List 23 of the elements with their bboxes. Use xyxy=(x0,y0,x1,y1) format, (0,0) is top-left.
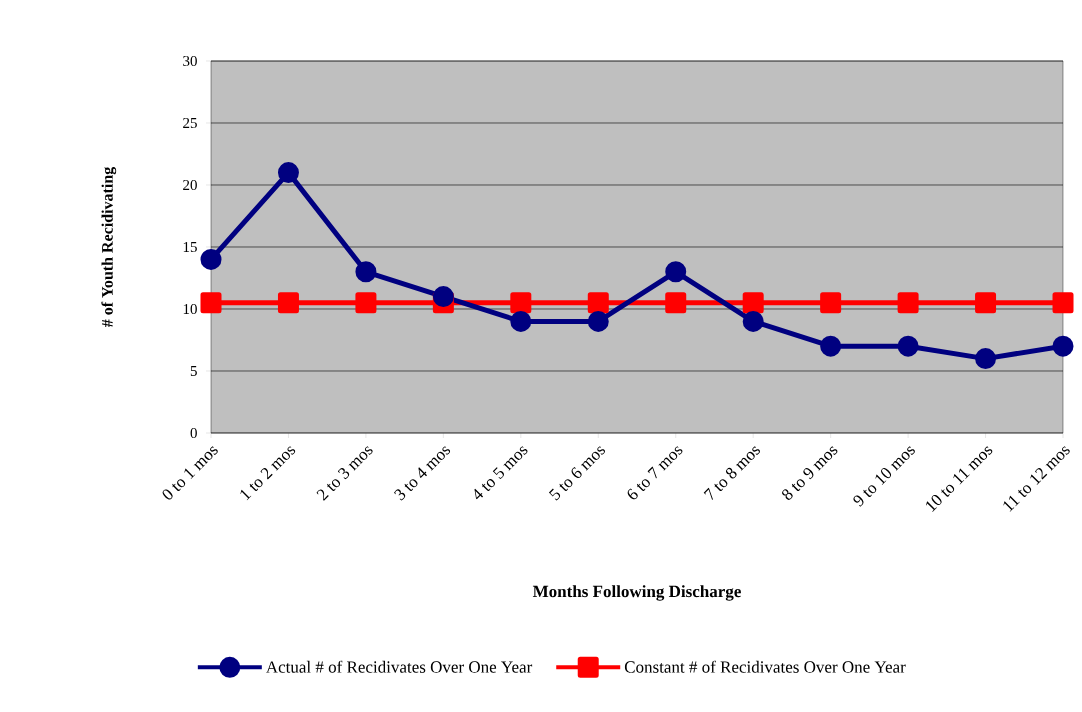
legend-label: Constant # of Recidivates Over One Year xyxy=(624,660,906,673)
y-tick-label: 10 xyxy=(183,303,197,315)
y-tick-label: 20 xyxy=(183,179,197,191)
y-tick-label: 0 xyxy=(190,427,197,439)
x-axis-title: Months Following Discharge xyxy=(532,585,741,601)
x-tick-label: 2 to 3 mos xyxy=(316,446,373,501)
x-tick-label: 10 to 11 mos xyxy=(926,446,993,512)
x-tick-label: 5 to 6 mos xyxy=(548,446,605,501)
y-tick-label: 5 xyxy=(190,366,197,376)
y-tick-label: 30 xyxy=(183,55,197,67)
x-tick-label: 6 to 7 mos xyxy=(627,446,683,500)
legend-label: Actual # of Recidivates Over One Year xyxy=(265,660,533,673)
x-tick-label: 9 to 10 mos xyxy=(853,446,915,507)
x-tick-label: 8 to 9 mos xyxy=(782,446,838,500)
x-tick-label: 11 to 12 mos xyxy=(1003,446,1070,512)
x-tick-label: 4 to 5 mos xyxy=(474,446,528,500)
x-tick-label: 0 to 1 mos xyxy=(162,446,218,500)
x-tick-label: 3 to 4 mos xyxy=(394,446,451,501)
y-tick-label: 15 xyxy=(183,241,197,253)
y-axis-title: # of Youth Recidivating xyxy=(101,166,117,328)
y-tick-label: 25 xyxy=(183,117,197,129)
x-tick-label: 7 to 8 mos xyxy=(703,446,760,501)
x-tick-label: 1 to 2 mos xyxy=(240,446,296,501)
